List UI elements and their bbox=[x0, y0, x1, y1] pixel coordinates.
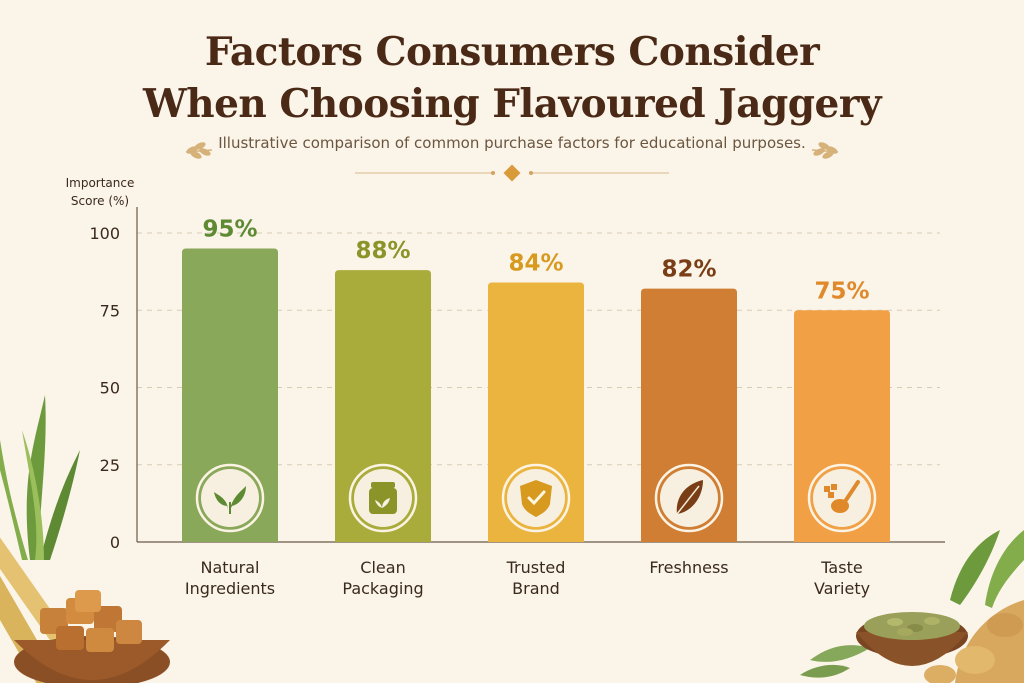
wheat-left-icon bbox=[185, 142, 213, 159]
bar-value-label: 88% bbox=[355, 238, 410, 264]
bar-icon-ring bbox=[348, 463, 418, 533]
bar bbox=[641, 288, 737, 542]
bar-icon-ring bbox=[807, 463, 877, 533]
leaves-right-icon bbox=[800, 530, 1024, 678]
bar-icon-ring bbox=[501, 463, 571, 533]
jaggery-bowl-icon bbox=[14, 590, 170, 683]
x-category-label: Taste bbox=[820, 558, 862, 577]
x-category-label: Freshness bbox=[649, 558, 728, 577]
jar-icon bbox=[369, 482, 397, 514]
chart-subtitle: Illustrative comparison of common purcha… bbox=[218, 134, 806, 152]
x-category-label: Trusted bbox=[506, 558, 566, 577]
y-tick-label: 0 bbox=[110, 533, 120, 552]
bar-value-label: 75% bbox=[814, 278, 869, 304]
bar-value-label: 95% bbox=[202, 216, 257, 242]
single-leaf-icon bbox=[676, 480, 703, 515]
chart-title-line-2: When Choosing Flavoured Jaggery bbox=[142, 81, 882, 127]
x-category-label: Packaging bbox=[342, 579, 423, 598]
bar-icon-ring bbox=[654, 463, 724, 533]
y-tick-label: 50 bbox=[100, 379, 120, 398]
ornament-divider bbox=[355, 164, 669, 182]
sugarcane-leaves-icon bbox=[0, 395, 80, 560]
y-axis-label: Importance bbox=[66, 176, 135, 190]
wheat-right-icon bbox=[811, 142, 839, 159]
y-axis-label: Score (%) bbox=[71, 194, 129, 208]
bar-icon-ring bbox=[195, 463, 265, 533]
bar-value-label: 84% bbox=[508, 250, 563, 276]
bar bbox=[182, 248, 278, 542]
bar-icon-badge bbox=[813, 469, 871, 527]
x-category-label: Ingredients bbox=[185, 579, 275, 598]
x-category-label: Natural bbox=[200, 558, 259, 577]
bar-value-label: 82% bbox=[661, 257, 716, 283]
y-tick-label: 100 bbox=[89, 224, 120, 243]
y-tick-label: 25 bbox=[100, 456, 120, 475]
spoon-spice-icon bbox=[824, 480, 860, 513]
bar-icon-badge bbox=[201, 469, 259, 527]
cardamom-bowl-icon bbox=[856, 612, 968, 666]
leaf-icon bbox=[214, 486, 246, 514]
x-category-label: Brand bbox=[512, 579, 560, 598]
x-category-label: Clean bbox=[360, 558, 405, 577]
shield-check-icon bbox=[520, 480, 552, 517]
ginger-root-icon bbox=[924, 600, 1024, 683]
chart-title-line-1: Factors Consumers Consider bbox=[204, 29, 820, 75]
y-tick-label: 75 bbox=[100, 301, 120, 320]
x-category-label: Variety bbox=[814, 579, 870, 598]
